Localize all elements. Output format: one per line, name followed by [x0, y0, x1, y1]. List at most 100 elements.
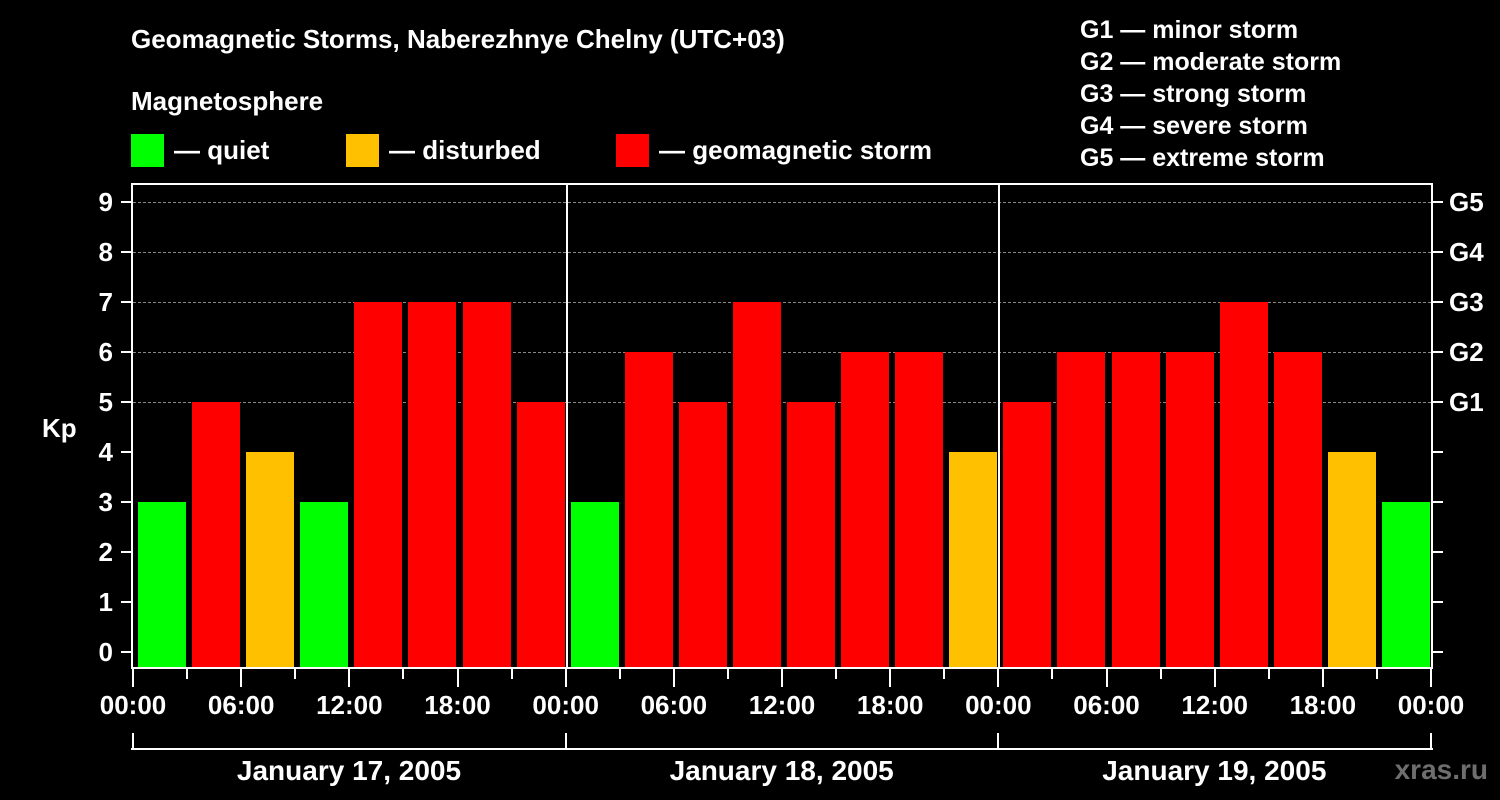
g-level-label: G5 [1449, 187, 1484, 217]
g-level-label: G4 [1449, 237, 1484, 267]
y-tick-right [1433, 451, 1443, 453]
y-tick [121, 301, 131, 303]
y-tick-label: 6 [98, 337, 113, 367]
kp-bar [246, 452, 295, 667]
y-tick-label: 9 [98, 187, 113, 217]
g-level-label: G2 [1449, 337, 1484, 367]
x-tick [997, 669, 1000, 687]
kp-bar [1327, 452, 1376, 667]
y-tick [121, 651, 131, 653]
day-label: January 18, 2005 [669, 755, 894, 786]
y-tick [121, 351, 131, 353]
y-tick-right [1433, 401, 1443, 403]
kp-bar [570, 502, 619, 667]
kp-bar [462, 302, 511, 667]
kp-bar [408, 302, 457, 667]
legend-quiet: — quiet [131, 133, 269, 167]
x-tick-label: 06:00 [1073, 690, 1140, 720]
y-tick [121, 201, 131, 203]
x-tick [402, 669, 405, 679]
disturbed-swatch [346, 133, 379, 167]
day-bracket-tick [132, 733, 134, 749]
x-tick [943, 669, 946, 679]
kp-bar [624, 352, 673, 667]
x-tick-label: 00:00 [99, 690, 167, 720]
kp-bar [516, 402, 565, 667]
g2-description: G2 — moderate storm [1080, 48, 1342, 76]
x-tick [132, 669, 134, 687]
x-tick [1051, 669, 1054, 679]
y-tick-label: 8 [98, 237, 113, 267]
kp-bar [300, 502, 349, 667]
y-tick-right [1433, 201, 1443, 203]
g-scale-legend: G1 — minor storm G2 — moderate storm G3 … [1080, 14, 1341, 174]
day-bracket-tick [997, 733, 1000, 749]
y-tick-label: 5 [98, 387, 113, 417]
kp-bar [895, 352, 944, 667]
kp-bar [354, 302, 403, 667]
g5-description: G5 — extreme storm [1080, 144, 1325, 172]
x-tick [889, 669, 892, 687]
legend-storm: — geomagnetic storm [616, 133, 932, 167]
kp-bar [787, 402, 836, 667]
x-tick [186, 669, 189, 679]
gridline [133, 202, 1431, 203]
legend-quiet-label: — quiet [174, 134, 270, 165]
y-tick [121, 251, 131, 253]
y-tick-right [1433, 651, 1443, 653]
y-tick [121, 451, 131, 453]
watermark: xras.ru [1394, 754, 1488, 785]
chart-title: Geomagnetic Storms, Naberezhnye Chelny (… [131, 24, 785, 54]
g3-description: G3 — strong storm [1080, 80, 1307, 108]
y-axis-label: Kp [42, 413, 77, 443]
x-tick [456, 669, 459, 687]
y-tick-right [1433, 551, 1443, 553]
day-divider [998, 185, 1001, 667]
x-tick [835, 669, 838, 679]
kp-bar [1057, 352, 1106, 667]
y-tick-label: 1 [98, 587, 113, 617]
y-tick-right [1433, 351, 1443, 353]
day-label: January 19, 2005 [1102, 755, 1327, 786]
x-tick-label: 00:00 [965, 690, 1032, 720]
quiet-swatch [131, 133, 164, 167]
x-tick [1105, 669, 1108, 687]
x-tick-label: 18:00 [856, 690, 924, 720]
day-label: January 17, 2005 [236, 755, 462, 786]
y-tick [121, 401, 131, 403]
kp-bar [1381, 502, 1430, 667]
g4-description: G4 — severe storm [1080, 112, 1308, 140]
gridline [133, 402, 1431, 403]
y-tick [121, 601, 131, 603]
x-tick [1159, 669, 1162, 679]
y-tick-right [1433, 501, 1443, 503]
x-tick-label: 12:00 [1181, 690, 1248, 720]
kp-bar [949, 452, 998, 667]
kp-bar [1003, 402, 1052, 667]
y-tick-right [1433, 301, 1443, 303]
y-tick-label: 2 [98, 537, 113, 567]
day-bracket-tick [564, 733, 567, 749]
kp-bar [1165, 352, 1214, 667]
kp-bar [1273, 352, 1322, 667]
x-tick [726, 669, 729, 679]
x-tick-label: 06:00 [640, 690, 708, 720]
y-tick-label: 4 [98, 437, 113, 467]
y-tick-label: 0 [98, 637, 113, 667]
x-tick [1375, 669, 1378, 679]
plot-area [131, 183, 1433, 669]
day-divider [565, 185, 568, 667]
x-tick-label: 18:00 [424, 690, 491, 720]
day-bracket [131, 748, 1433, 750]
x-tick [781, 669, 783, 687]
x-tick-label: 00:00 [532, 690, 599, 720]
legend-subtitle: Magnetosphere [131, 86, 324, 116]
x-tick-label: 12:00 [316, 690, 383, 720]
gridline [133, 302, 1431, 303]
kp-bar [1111, 352, 1160, 667]
kp-bar [841, 352, 890, 667]
x-tick-label: 00:00 [1397, 690, 1465, 720]
kp-bar [732, 302, 781, 667]
kp-bar [1219, 302, 1268, 667]
x-tick [618, 669, 621, 679]
